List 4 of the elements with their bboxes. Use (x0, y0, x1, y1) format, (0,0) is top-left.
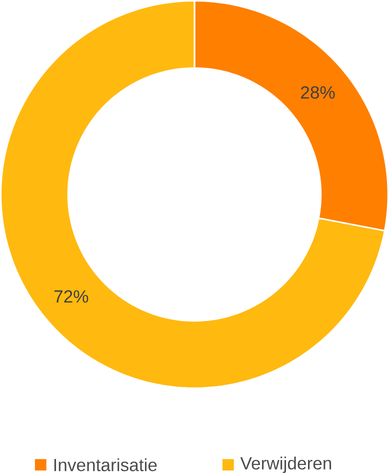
legend-label: Inventarisatie (54, 458, 157, 472)
data-label: 72% (54, 290, 88, 303)
data-label: 28% (301, 86, 335, 99)
legend-label: Verwijderen (240, 456, 332, 473)
